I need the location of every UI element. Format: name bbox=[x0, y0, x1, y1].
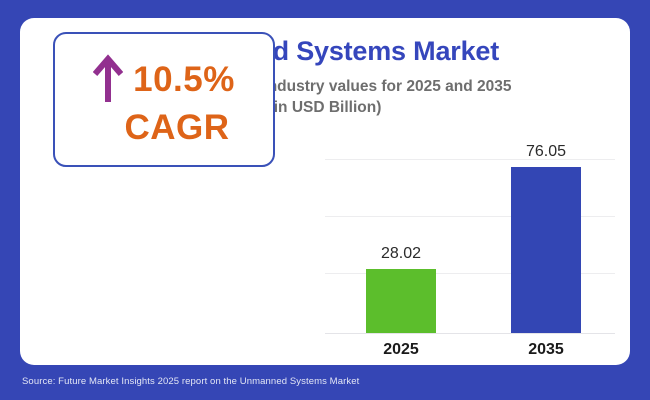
x-tick-label-2035: 2035 bbox=[528, 341, 564, 358]
arrow-up-icon bbox=[93, 54, 124, 102]
gridline-3 bbox=[325, 273, 615, 274]
bar-2025[interactable] bbox=[366, 269, 436, 333]
cagr-percent-value: 10.5% bbox=[133, 59, 235, 99]
axis-baseline bbox=[325, 333, 615, 334]
cagr-callout-box: 10.5% CAGR bbox=[53, 32, 275, 167]
gridline-top bbox=[325, 159, 615, 160]
source-note: Source: Future Market Insights 2025 repo… bbox=[22, 376, 360, 387]
content-card: Unmanned Systems Market Projected global… bbox=[20, 18, 630, 365]
bar-value-label-2035: 76.05 bbox=[525, 143, 567, 160]
subtitle-line-2: (in USD Billion) bbox=[268, 99, 382, 116]
cagr-percent-row: 10.5% bbox=[55, 54, 273, 104]
bar-2035[interactable] bbox=[511, 167, 581, 333]
x-tick-label-2025: 2025 bbox=[383, 341, 419, 358]
cagr-label: CAGR bbox=[124, 108, 230, 147]
bar-chart: 76.05 28.02 2025 2035 bbox=[325, 23, 615, 358]
plot-area bbox=[325, 159, 615, 334]
gridline-2 bbox=[325, 216, 615, 217]
bar-value-label-2025: 28.02 bbox=[380, 245, 422, 262]
